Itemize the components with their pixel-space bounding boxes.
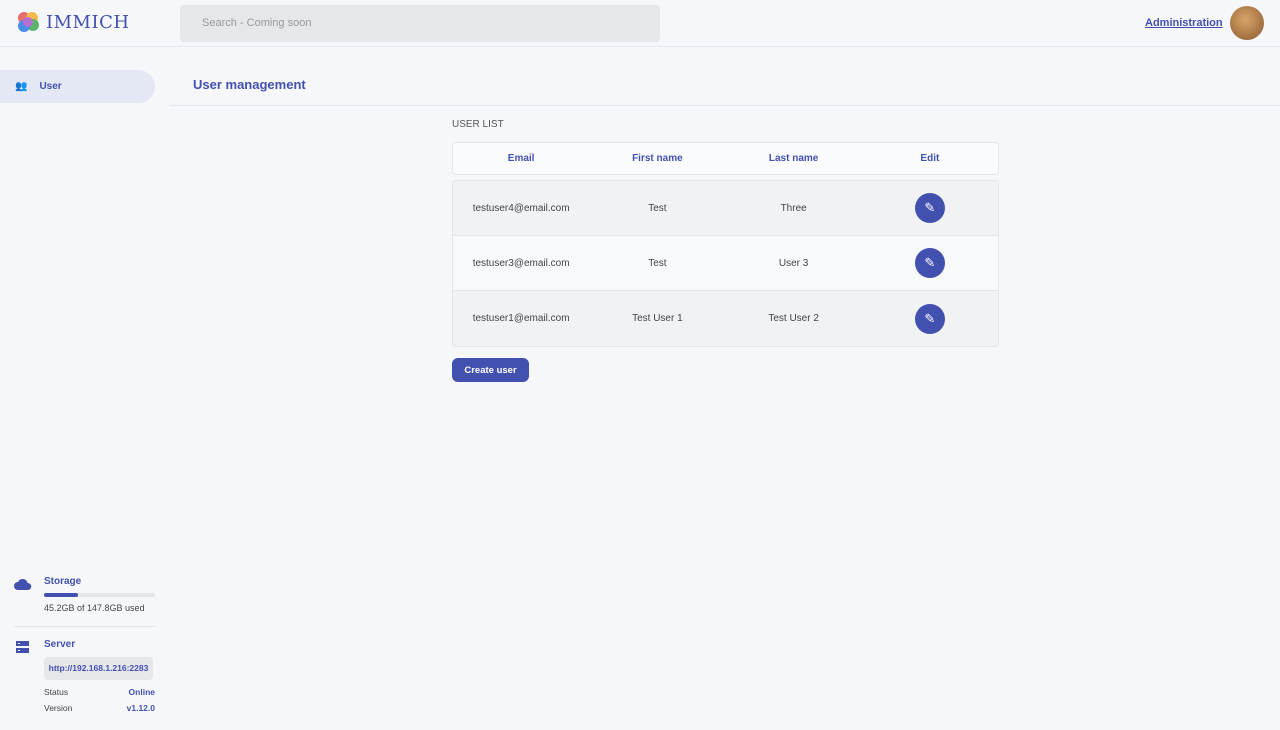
edit-button[interactable]: ✎ bbox=[914, 303, 945, 334]
header-last-name: Last name bbox=[768, 153, 819, 164]
first-name-cell: Test User 1 bbox=[632, 313, 683, 324]
immich-logo-icon bbox=[18, 12, 39, 32]
email-cell: testuser3@email.com bbox=[472, 257, 570, 269]
header-edit: Edit bbox=[920, 153, 940, 164]
table-header: Email First name Last name Edit bbox=[452, 142, 999, 175]
storage-panel: Storage 45.2GB of 147.8GB used bbox=[14, 576, 155, 613]
users-icon: 👥 bbox=[15, 81, 28, 92]
app-name: IMMICH bbox=[46, 11, 130, 33]
table-row: testuser4@email.com Test Three ✎ bbox=[453, 181, 998, 236]
first-name-cell: Test bbox=[648, 202, 667, 214]
user-table: testuser4@email.com Test Three ✎ testuse… bbox=[452, 180, 999, 347]
server-label: Server bbox=[44, 639, 76, 650]
header-first-name: First name bbox=[632, 153, 683, 164]
avatar[interactable] bbox=[1230, 6, 1264, 40]
email-cell: testuser4@email.com bbox=[472, 202, 570, 214]
storage-label: Storage bbox=[44, 576, 82, 587]
logo[interactable]: IMMICH bbox=[16, 10, 130, 34]
create-user-button[interactable]: Create user bbox=[452, 358, 529, 382]
first-name-cell: Test bbox=[648, 257, 667, 269]
sidebar-item-label: User bbox=[39, 81, 62, 92]
storage-bar-fill bbox=[44, 593, 78, 597]
pencil-icon: ✎ bbox=[924, 310, 936, 326]
sidebar-item-user[interactable]: 👥 User bbox=[0, 70, 155, 103]
cloud-icon bbox=[14, 578, 32, 590]
server-url: http://192.168.1.216:2283 bbox=[44, 657, 153, 680]
page-title: User management bbox=[193, 77, 306, 92]
pencil-icon: ✎ bbox=[924, 255, 936, 270]
search-input[interactable]: Search - Coming soon bbox=[180, 5, 660, 42]
last-name-cell: Three bbox=[780, 202, 807, 214]
header-email: Email bbox=[507, 153, 535, 164]
version-value: v1.12.0 bbox=[126, 703, 155, 713]
divider bbox=[14, 626, 155, 627]
table-row: testuser3@email.com Test User 3 ✎ bbox=[453, 236, 998, 291]
status-label: Status bbox=[44, 687, 69, 697]
server-icon bbox=[16, 641, 29, 653]
edit-button[interactable]: ✎ bbox=[914, 248, 945, 278]
section-title: USER LIST bbox=[452, 119, 504, 130]
table-row: testuser1@email.com Test User 1 Test Use… bbox=[453, 291, 998, 346]
server-panel: Server http://192.168.1.216:2283 Status O… bbox=[14, 639, 155, 713]
edit-button[interactable]: ✎ bbox=[914, 193, 945, 223]
version-label: Version bbox=[44, 703, 73, 713]
email-cell: testuser1@email.com bbox=[472, 313, 570, 324]
status-value: Online bbox=[128, 687, 155, 697]
top-bar: IMMICH Search - Coming soon Administrati… bbox=[0, 0, 1280, 47]
pencil-icon: ✎ bbox=[924, 200, 936, 215]
last-name-cell: User 3 bbox=[778, 257, 809, 269]
storage-used: 45.2GB of 147.8GB used bbox=[44, 603, 145, 613]
last-name-cell: Test User 2 bbox=[768, 313, 819, 324]
storage-bar bbox=[44, 593, 155, 597]
administration-link[interactable]: Administration bbox=[1145, 17, 1223, 29]
divider bbox=[170, 105, 1280, 106]
